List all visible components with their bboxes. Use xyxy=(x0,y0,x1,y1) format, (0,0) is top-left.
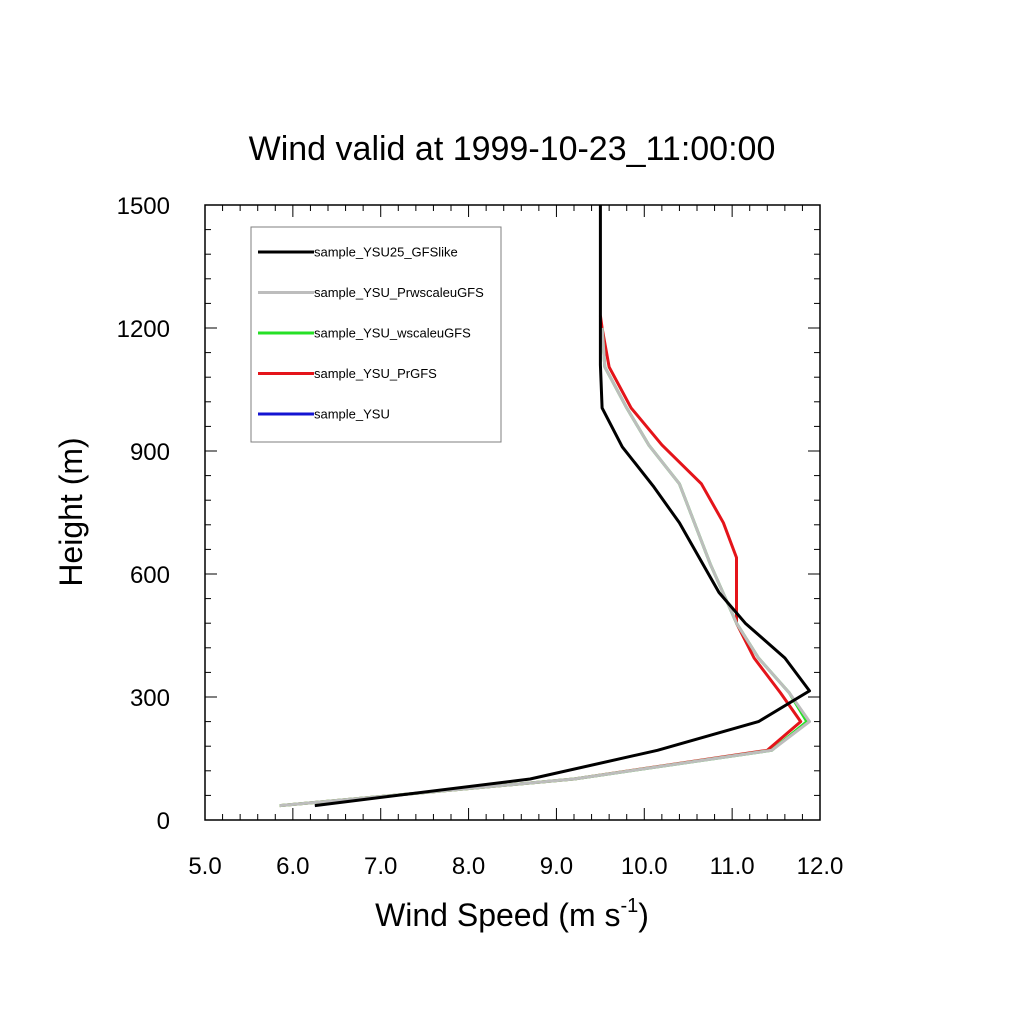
y-tick-label: 600 xyxy=(130,562,170,589)
x-tick-label: 10.0 xyxy=(621,853,668,880)
legend-entry: sample_YSU_wscaleuGFS xyxy=(258,326,471,341)
legend-label: sample_YSU_PrGFS xyxy=(314,366,437,381)
legend-entry: sample_YSU xyxy=(258,407,390,422)
legend-label: sample_YSU25_GFSlike xyxy=(314,245,458,260)
series-layer xyxy=(279,205,811,808)
x-tick-label: 5.0 xyxy=(188,853,221,880)
series-line-sample-ysu25-gfslike xyxy=(314,205,811,808)
legend-entry: sample_YSU_PrwscaleuGFS xyxy=(258,285,484,300)
legend-label: sample_YSU_wscaleuGFS xyxy=(314,326,471,341)
x-tick-label: 11.0 xyxy=(710,853,755,880)
legend-label: sample_YSU xyxy=(314,407,390,422)
y-tick-label: 0 xyxy=(157,808,170,835)
legend-entry: sample_YSU_PrGFS xyxy=(258,366,437,381)
x-tick-label: 9.0 xyxy=(540,853,573,880)
x-tick-labels: 5.0 6.0 7.0 8.0 9.0 10.0 11.0 12.0 xyxy=(188,853,843,880)
y-tick-label: 900 xyxy=(130,439,170,466)
x-axis-label: Wind Speed (m s-1) xyxy=(375,895,649,933)
x-tick-label: 6.0 xyxy=(276,853,309,880)
plot-frame xyxy=(204,204,821,821)
legend-label: sample_YSU_PrwscaleuGFS xyxy=(314,285,484,300)
y-axis-label: Height (m) xyxy=(53,437,89,586)
x-tick-label: 7.0 xyxy=(364,853,397,880)
chart-title: Wind valid at 1999-10-23_11:00:00 xyxy=(249,130,776,168)
series-line-sample-ysu-prwscaleugfs xyxy=(279,327,811,808)
legend-entry: sample_YSU25_GFSlike xyxy=(258,245,458,260)
ticks-layer xyxy=(204,204,821,821)
legend: sample_YSU25_GFSlike sample_YSU_Prwscaleu… xyxy=(250,226,502,443)
plot-area xyxy=(204,204,821,821)
x-tick-label: 8.0 xyxy=(452,853,485,880)
legend-items: sample_YSU25_GFSlike sample_YSU_Prwscaleu… xyxy=(258,245,484,422)
y-tick-label: 1500 xyxy=(117,193,170,220)
x-tick-label: 12.0 xyxy=(797,853,844,880)
y-tick-label: 300 xyxy=(130,685,170,712)
series-line-sample-ysu-prgfs xyxy=(279,315,803,808)
y-tick-label: 1200 xyxy=(117,316,170,343)
y-tick-labels: 0 300 600 900 1200 1500 xyxy=(117,193,170,835)
